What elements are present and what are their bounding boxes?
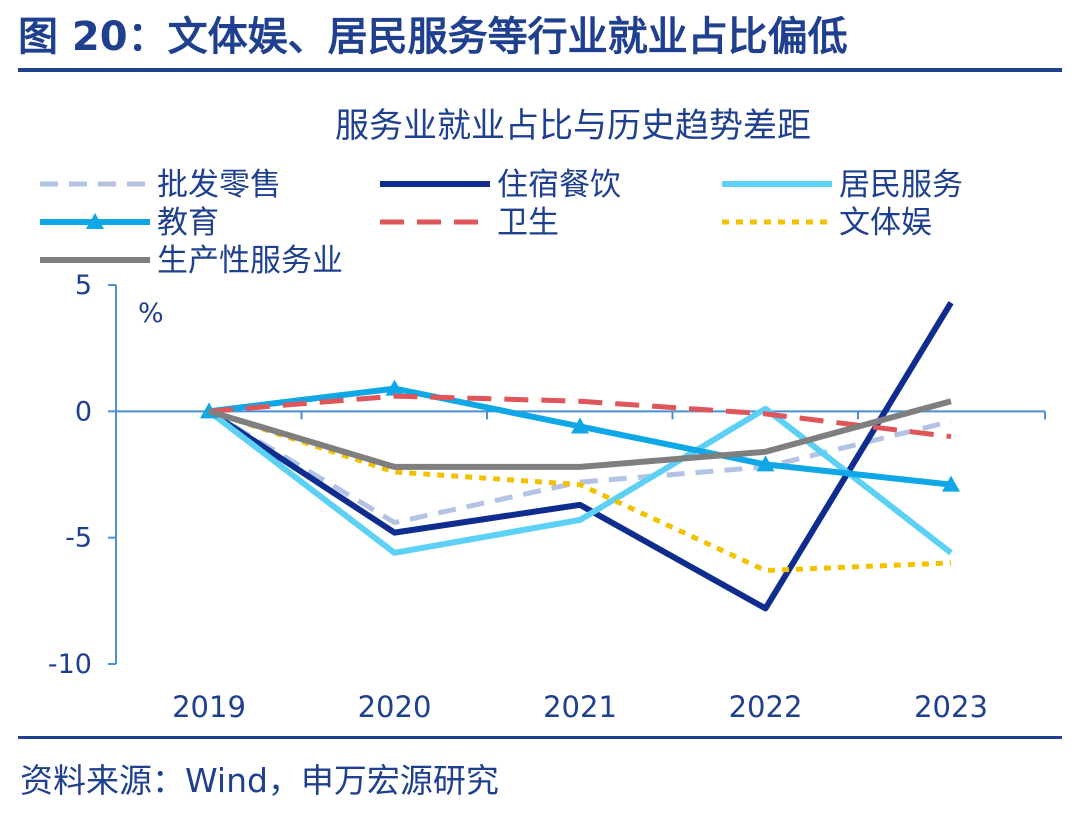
footer-rule bbox=[18, 736, 1062, 739]
x-tick-label: 2022 bbox=[729, 690, 803, 724]
y-tick-label: -10 bbox=[48, 649, 92, 680]
legend-label: 住宿餐饮 bbox=[497, 167, 621, 203]
figure-label: 图 20：文体娱、居民服务等行业就业占比偏低 bbox=[18, 14, 848, 60]
chart-axes: 5 0 -5 -10 2019 2020 2021 2022 2023 bbox=[48, 270, 1046, 724]
series-line bbox=[207, 409, 952, 526]
series-point bbox=[385, 379, 404, 396]
legend-label: 批发零售 bbox=[157, 167, 281, 203]
x-tick-label: 2023 bbox=[914, 690, 988, 724]
legend-label: 生产性服务业 bbox=[157, 243, 343, 279]
y-unit-label: % bbox=[138, 298, 164, 329]
y-tick-label: 0 bbox=[75, 396, 92, 427]
series-line bbox=[208, 398, 952, 470]
y-tick-label: 5 bbox=[75, 270, 92, 301]
figure-header: 图 20：文体娱、居民服务等行业就业占比偏低 bbox=[18, 8, 1062, 72]
x-tick-label: 2019 bbox=[172, 690, 246, 724]
x-tick-label: 2021 bbox=[543, 690, 617, 724]
x-tick-label: 2020 bbox=[358, 690, 432, 724]
series-point bbox=[942, 475, 960, 492]
legend-label: 教育 bbox=[157, 205, 219, 241]
series-point bbox=[571, 417, 589, 434]
series-line bbox=[208, 408, 952, 574]
series-line bbox=[208, 393, 952, 440]
legend-label: 卫生 bbox=[497, 205, 559, 241]
series-point bbox=[756, 455, 775, 472]
legend-label: 居民服务 bbox=[839, 167, 963, 203]
source-note: 资料来源：Wind，申万宏源研究 bbox=[20, 761, 499, 800]
series-line bbox=[207, 405, 953, 556]
series-line bbox=[207, 301, 954, 612]
legend-marker bbox=[86, 213, 104, 229]
chart-title: 服务业就业占比与历史趋势差距 bbox=[335, 106, 811, 146]
chart-series bbox=[200, 301, 960, 612]
y-tick-label: -5 bbox=[65, 523, 92, 554]
legend-label: 文体娱 bbox=[839, 205, 932, 241]
